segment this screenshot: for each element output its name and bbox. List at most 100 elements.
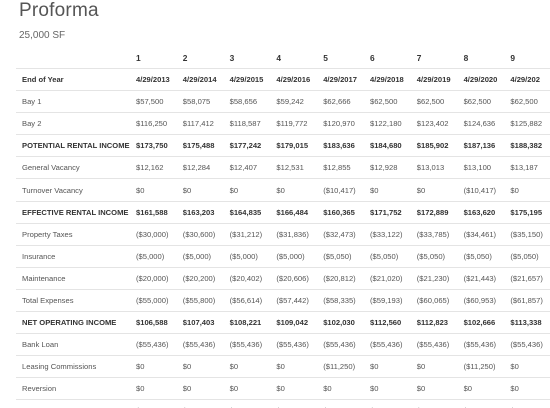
value-cell: ($55,436)	[178, 333, 226, 356]
row-label: General Vacancy	[16, 156, 132, 179]
value-cell: $107,403	[178, 311, 226, 334]
value-cell: $0	[506, 377, 550, 400]
value-cell: ($5,050)	[319, 244, 366, 268]
value-cell: $0	[178, 355, 226, 378]
value-cell: ($55,436)	[506, 333, 550, 356]
value-cell: $124,636	[459, 112, 507, 135]
value-cell: $172,889	[412, 200, 460, 224]
value-cell: $0	[225, 178, 273, 202]
value-cell: $46,594	[319, 399, 366, 408]
value-cell: $59,242	[272, 90, 320, 113]
value-cell: $164,835	[225, 200, 273, 224]
value-cell: 4/29/2014	[178, 67, 226, 91]
year-number-cell: 3	[229, 53, 235, 63]
table-row: POTENTIAL RENTAL INCOME $173,750 $175,488 $…	[16, 134, 550, 157]
value-cell: ($5,000)	[225, 244, 273, 268]
value-cell: ($55,436)	[272, 333, 320, 356]
table-row: NET OPERATING INCOME $106,588 $107,403 $108…	[16, 311, 550, 334]
value-cell: ($31,836)	[272, 222, 320, 246]
value-cell: $175,488	[178, 134, 226, 157]
value-cell: $188,382	[506, 134, 550, 157]
value-cell: $102,030	[319, 311, 366, 334]
value-cell: 4/29/2013	[132, 67, 179, 91]
table-row: Insurance ($5,000) ($5,000) ($5,000) ($5,000…	[16, 244, 550, 268]
value-cell: 4/29/2020	[459, 67, 507, 91]
value-cell: $62,500	[365, 90, 413, 113]
value-cell: ($33,785)	[412, 222, 460, 246]
value-cell: $62,666	[319, 90, 366, 113]
value-cell: $0	[319, 377, 366, 400]
value-cell: $120,970	[319, 112, 366, 135]
value-cell: $112,823	[412, 311, 460, 334]
value-cell: ($5,050)	[459, 244, 507, 268]
value-cell: ($55,436)	[365, 333, 413, 356]
value-cell: ($30,600)	[178, 222, 226, 246]
page-title: Proforma	[19, 0, 99, 21]
value-cell: $161,588	[132, 200, 179, 224]
value-cell: ($5,050)	[506, 244, 550, 268]
value-cell: $113,338	[506, 311, 550, 334]
value-cell: ($21,657)	[506, 266, 550, 290]
value-cell: $57,387	[412, 399, 460, 408]
value-cell: $117,412	[178, 112, 226, 135]
value-cell: $0	[412, 178, 460, 202]
table-row: Bay 2 $116,250 $117,412 $118,587 $119,772 $12…	[16, 112, 550, 135]
value-cell: ($21,230)	[412, 266, 460, 290]
value-cell: ($55,800)	[178, 288, 226, 312]
year-number-cell: 4	[276, 53, 282, 63]
value-cell: $12,407	[225, 156, 273, 179]
value-cell: ($55,436)	[459, 333, 507, 356]
table-row: Total Expenses ($55,000) ($55,800) ($56,614…	[16, 288, 550, 312]
value-cell: $58,656	[225, 90, 273, 113]
row-label: Bank Loan	[16, 333, 132, 356]
table-row: Reversion $0 $0 $0 $0 $0 $0 $0 $0 $0	[16, 377, 550, 400]
value-cell: $47,230	[459, 399, 507, 408]
value-cell: $0	[365, 355, 413, 378]
value-cell: $0	[412, 355, 460, 378]
value-cell: ($59,193)	[365, 288, 413, 312]
value-cell: ($55,436)	[412, 333, 460, 356]
value-cell: $12,162	[132, 156, 179, 179]
year-number-cell: 2	[182, 53, 188, 63]
value-cell: $12,928	[365, 156, 413, 179]
value-cell: ($57,442)	[272, 288, 320, 312]
value-cell: $0	[132, 377, 179, 400]
table-row: Maintenance ($20,000) ($20,200) ($20,402) ($…	[16, 266, 550, 290]
value-cell: ($60,065)	[412, 288, 460, 312]
row-label: Bay 2	[16, 112, 132, 135]
value-cell: ($55,436)	[319, 333, 366, 356]
value-cell: $179,015	[272, 134, 320, 157]
value-cell: ($10,417)	[319, 178, 366, 202]
table-row: Bank Loan ($55,436) ($55,436) ($55,436) ($55…	[16, 333, 550, 356]
value-cell: $0	[272, 355, 320, 378]
value-cell: $13,187	[506, 156, 550, 179]
proforma-table: 1 2 3 4 5 6 7 8 9 End of Year 4/29/2013 4/29/2014 4/…	[16, 48, 550, 408]
value-cell: ($5,000)	[272, 244, 320, 268]
value-cell: $116,250	[132, 112, 179, 135]
row-label: End of Year	[16, 67, 132, 91]
value-cell: $0	[412, 377, 460, 400]
value-cell: ($11,250)	[459, 355, 507, 378]
row-label: Bay 1	[16, 90, 132, 113]
value-cell: ($20,000)	[132, 266, 179, 290]
value-cell: ($10,417)	[459, 178, 507, 202]
value-cell: $175,195	[506, 200, 550, 224]
value-cell: $0	[272, 377, 320, 400]
value-cell: $0	[365, 178, 413, 202]
proforma-table-container[interactable]: 1 2 3 4 5 6 7 8 9 End of Year 4/29/2013 4/29/2014 4/…	[16, 48, 550, 408]
value-cell: $102,666	[459, 311, 507, 334]
value-cell: ($5,000)	[132, 244, 179, 268]
row-label: Total Expenses	[16, 288, 132, 312]
value-cell: $112,560	[365, 311, 413, 334]
table-row: Bay 1 $57,500 $58,075 $58,656 $59,242 $62,666…	[16, 90, 550, 113]
value-cell: $0	[178, 178, 226, 202]
value-cell: ($61,857)	[506, 288, 550, 312]
value-cell: $0	[225, 377, 273, 400]
value-cell: $183,636	[319, 134, 366, 157]
table-row: EFFECTIVE RENTAL INCOME $161,588 $163,203 $…	[16, 200, 550, 224]
value-cell: ($56,614)	[225, 288, 273, 312]
value-cell: $184,680	[365, 134, 413, 157]
value-cell: ($21,443)	[459, 266, 507, 290]
value-cell: $57,500	[132, 90, 179, 113]
value-cell: ($20,606)	[272, 266, 320, 290]
